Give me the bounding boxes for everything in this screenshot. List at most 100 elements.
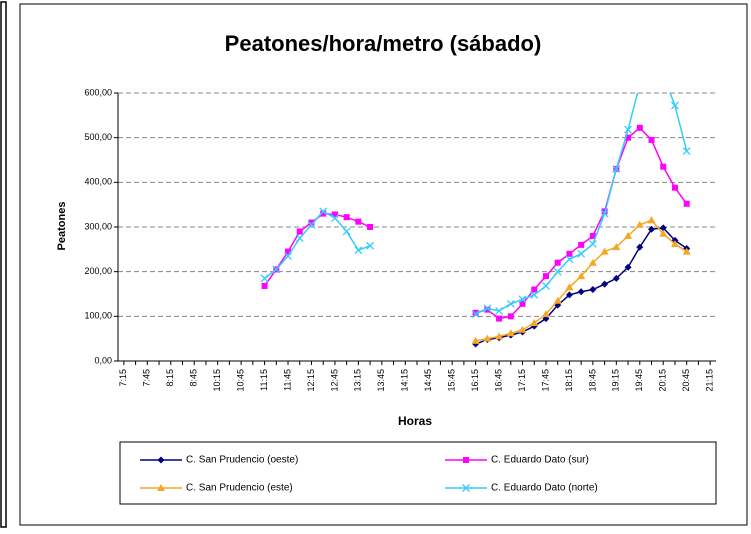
marker: [577, 288, 585, 296]
marker: [589, 232, 596, 239]
y-tick-label: 300,00: [84, 221, 112, 231]
marker: [496, 315, 503, 322]
x-tick-label: 17:45: [540, 369, 550, 392]
marker: [636, 243, 644, 251]
marker: [483, 334, 492, 342]
chart-title: Peatones/hora/metro (sábado): [225, 31, 542, 56]
marker: [647, 216, 656, 224]
marker: [648, 225, 656, 233]
marker: [682, 247, 691, 255]
marker: [260, 274, 269, 283]
marker: [531, 286, 538, 293]
marker: [343, 214, 350, 221]
marker: [367, 224, 374, 230]
x-tick-label: 8:45: [189, 369, 199, 387]
marker: [319, 207, 328, 216]
marker: [272, 265, 281, 274]
x-tick-label: 7:45: [142, 369, 152, 387]
y-tick-label: 200,00: [84, 266, 112, 276]
chart-border: [19, 3, 748, 526]
marker: [541, 310, 550, 318]
marker: [589, 286, 597, 294]
marker: [506, 299, 515, 308]
marker: [565, 283, 574, 291]
marker: [577, 249, 586, 258]
marker: [483, 304, 492, 313]
y-tick-label: 100,00: [84, 311, 112, 321]
x-tick-label: 19:15: [611, 369, 621, 392]
marker: [320, 210, 327, 217]
marker: [354, 246, 363, 255]
marker: [659, 224, 667, 232]
marker: [530, 290, 539, 299]
marker: [553, 296, 562, 304]
marker: [624, 125, 633, 134]
legend-marker: [157, 456, 165, 464]
legend-box: [119, 441, 717, 505]
marker: [682, 147, 691, 156]
marker: [671, 101, 679, 110]
marker: [261, 282, 268, 289]
legend-marker: [462, 484, 470, 492]
x-tick-label: 21:15: [705, 369, 715, 392]
x-tick-label: 12:45: [329, 369, 339, 392]
marker: [519, 300, 526, 307]
marker: [284, 252, 292, 260]
marker: [285, 248, 292, 255]
x-tick-label: 14:15: [400, 369, 410, 392]
marker: [484, 306, 491, 313]
marker: [624, 263, 632, 271]
marker: [495, 307, 504, 315]
marker: [553, 267, 562, 276]
legend-label: C. Eduardo Dato (sur): [491, 455, 589, 466]
x-tick-label: 13:45: [376, 369, 386, 392]
marker: [670, 239, 679, 247]
marker: [342, 227, 351, 236]
marker: [554, 259, 561, 266]
marker: [542, 282, 550, 290]
marker: [331, 211, 338, 218]
series-line: [264, 210, 371, 279]
y-tick-label: 400,00: [84, 177, 112, 187]
marker: [683, 200, 690, 207]
marker: [635, 220, 644, 228]
marker: [578, 241, 585, 248]
legend-label: C. San Prudencio (oeste): [186, 455, 298, 466]
y-tick-label: 0,00: [94, 355, 112, 365]
marker: [566, 250, 573, 257]
x-tick-label: 15:45: [447, 369, 457, 392]
legend-marker: [463, 457, 469, 463]
x-tick-label: 10:45: [235, 369, 245, 392]
marker: [660, 163, 667, 170]
marker: [600, 209, 609, 218]
y-tick-label: 500,00: [84, 132, 112, 142]
x-tick-label: 11:45: [282, 369, 292, 391]
x-tick-label: 18:45: [587, 369, 597, 392]
marker: [330, 214, 339, 223]
marker: [612, 274, 620, 282]
marker: [612, 164, 621, 173]
marker: [636, 124, 643, 131]
marker: [624, 231, 633, 239]
marker: [366, 241, 375, 250]
marker: [507, 313, 514, 320]
x-tick-label: 11:15: [259, 369, 269, 391]
legend-label: C. Eduardo Dato (norte): [491, 483, 598, 494]
x-tick-label: 17:15: [517, 369, 527, 392]
plot-area: [260, 93, 691, 348]
marker: [671, 184, 678, 191]
marker: [308, 219, 315, 226]
x-tick-label: 14:45: [423, 369, 433, 392]
marker: [588, 240, 597, 248]
marker: [588, 258, 597, 266]
marker: [355, 218, 362, 225]
x-tick-label: 8:15: [165, 369, 175, 387]
x-tick-label: 7:15: [118, 369, 128, 387]
marker: [518, 295, 527, 304]
marker: [472, 309, 479, 316]
marker: [542, 273, 549, 280]
x-tick-label: 13:15: [353, 369, 363, 392]
x-tick-label: 18:15: [564, 369, 574, 392]
marker: [600, 247, 609, 255]
